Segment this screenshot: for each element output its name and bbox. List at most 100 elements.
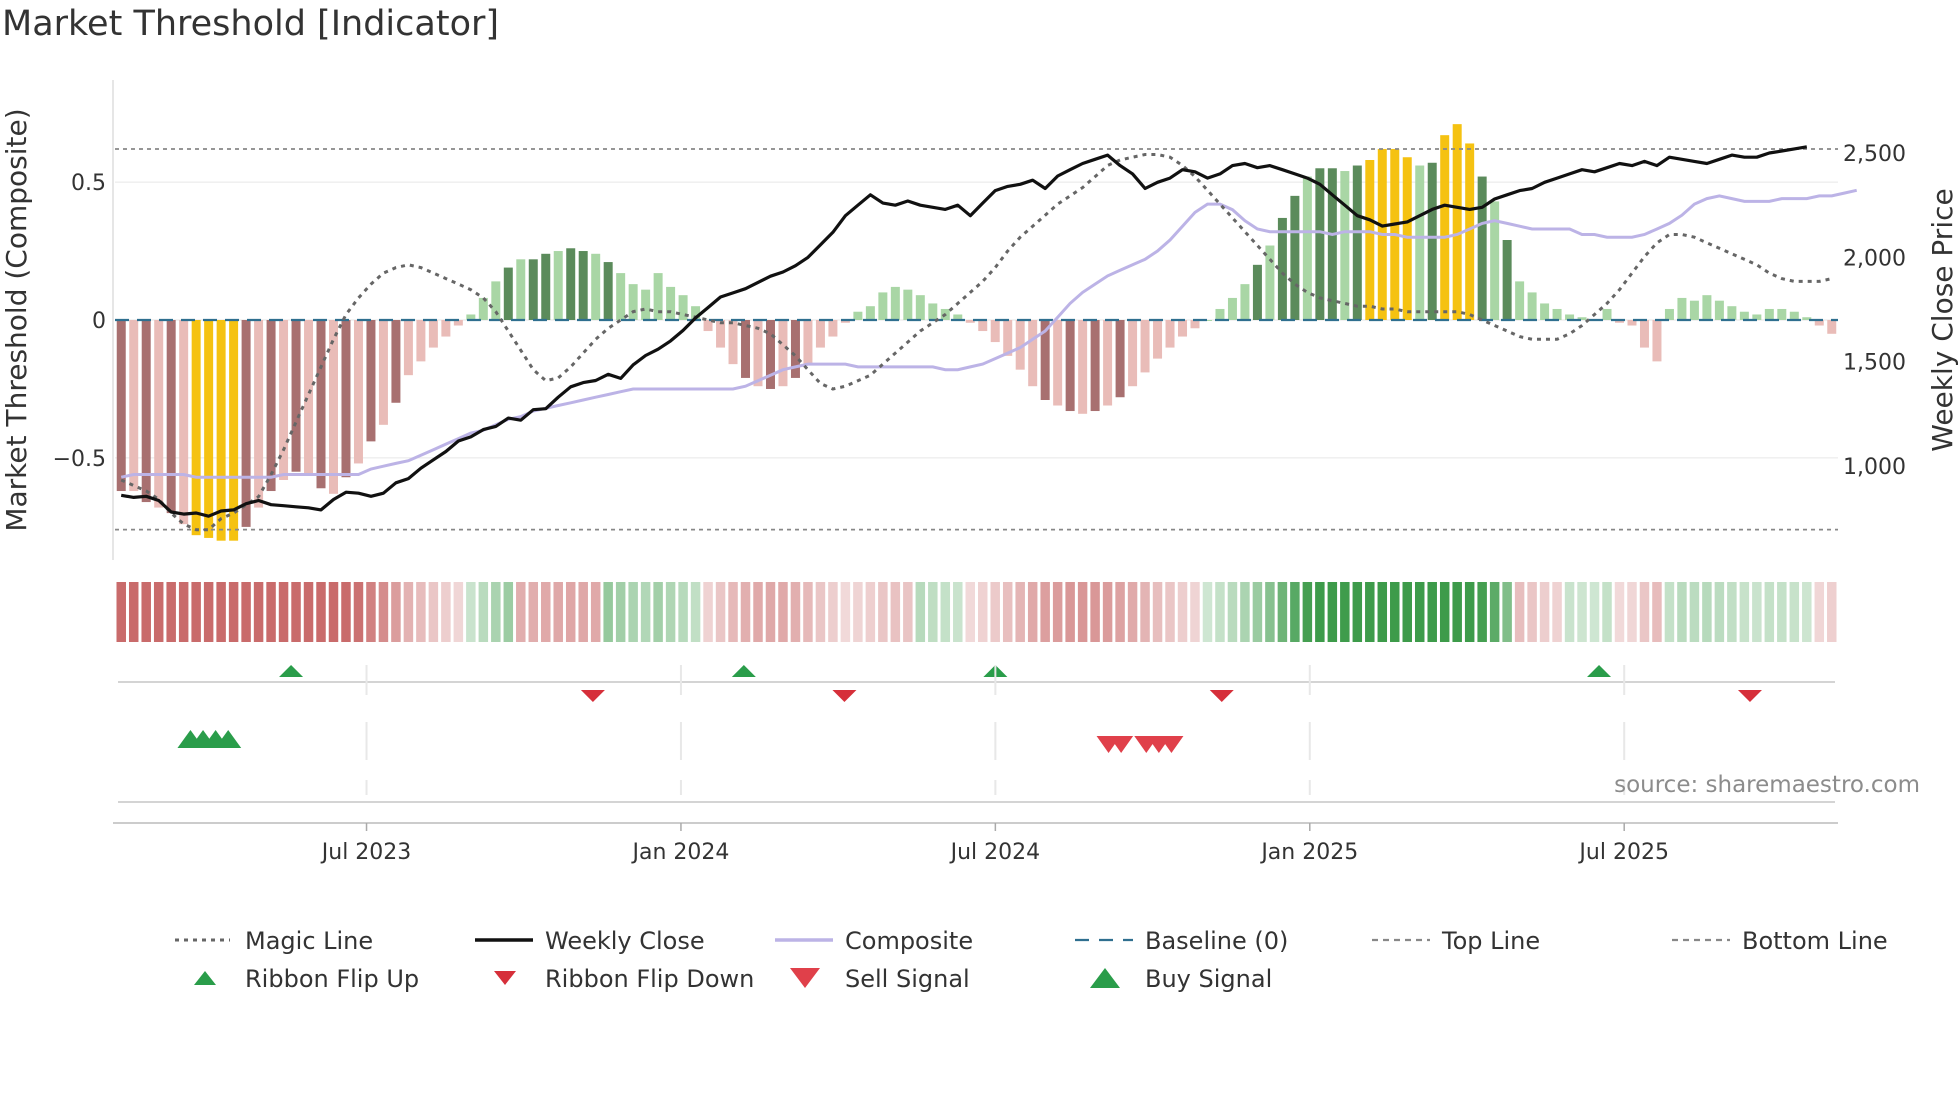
- composite-bar: [491, 281, 501, 320]
- ribbon-cell: [1015, 582, 1025, 642]
- composite-bar: [1277, 217, 1287, 320]
- ribbon-cell: [141, 582, 151, 642]
- ribbon-cell: [1664, 582, 1675, 642]
- ribbon-cell: [1290, 582, 1300, 642]
- composite-bar: [254, 320, 264, 508]
- ribbon-cell: [1527, 582, 1537, 642]
- composite-bar: [1427, 162, 1437, 320]
- composite-bar: [1178, 320, 1188, 337]
- ribbon-cell: [790, 582, 801, 642]
- ribbon-cell: [1677, 582, 1687, 642]
- ribbon-cell: [1477, 582, 1487, 642]
- legend-label: Buy Signal: [1145, 965, 1272, 993]
- composite-bar: [1540, 303, 1550, 320]
- composite-bar: [453, 320, 463, 326]
- ribbon-cell: [441, 582, 451, 642]
- composite-bar: [366, 320, 376, 442]
- ribbon-cell: [1040, 582, 1050, 642]
- ribbon-flip-up-marker: [279, 665, 304, 677]
- ribbon-cell: [977, 582, 988, 642]
- legend-swatch: [790, 968, 820, 988]
- source-label: source: sharemaestro.com: [1614, 772, 1920, 798]
- ribbon-cell: [428, 582, 439, 642]
- ribbon-cell: [1027, 582, 1038, 642]
- ribbon-cell: [1777, 582, 1787, 642]
- ribbon-cell: [466, 582, 476, 642]
- composite-bar: [1352, 165, 1362, 320]
- ribbon-cell: [1752, 582, 1762, 642]
- ribbon-cell: [1439, 582, 1450, 642]
- ribbon-cell: [1564, 582, 1575, 642]
- ribbon-cell: [1252, 582, 1263, 642]
- composite-bar: [391, 320, 401, 403]
- composite-bar: [441, 320, 451, 337]
- ribbon-cell: [753, 582, 763, 642]
- composite-bar: [1565, 314, 1575, 320]
- composite-bar: [1115, 320, 1125, 398]
- composite-bar: [1814, 320, 1824, 326]
- composite-bar: [1227, 297, 1237, 320]
- composite-bar: [341, 320, 351, 478]
- legend-label: Top Line: [1441, 927, 1540, 955]
- composite-bar: [141, 320, 151, 503]
- composite-bar: [1265, 245, 1275, 320]
- ribbon-cell: [453, 582, 464, 642]
- composite-bar: [1015, 320, 1025, 370]
- composite-bar: [591, 253, 601, 320]
- composite-bar: [1028, 320, 1038, 387]
- ribbon-cell: [1090, 582, 1100, 642]
- ribbon-cell: [266, 582, 276, 642]
- composite-bar: [353, 320, 363, 464]
- ribbon-cell: [815, 582, 826, 642]
- composite-bar: [516, 259, 526, 320]
- ribbon-cell: [391, 582, 401, 642]
- composite-bar: [653, 273, 663, 320]
- composite-bar: [1577, 317, 1587, 320]
- ribbon-cell: [278, 582, 289, 642]
- composite-bar: [1552, 308, 1562, 320]
- y-right-tick-label: 2,500: [1843, 142, 1906, 167]
- ribbon-cell: [1739, 582, 1750, 642]
- ribbon-cell: [1365, 582, 1375, 642]
- ribbon-cell: [965, 582, 976, 642]
- y-axis-ticks: 0.5 0 −0.5 2,500 2,000 1,500 1,000: [53, 142, 1906, 480]
- composite-bar: [1615, 320, 1624, 323]
- ribbon-cell: [715, 582, 726, 642]
- composite-bar: [865, 306, 875, 320]
- composite-bar: [1190, 320, 1200, 329]
- composite-bar: [1502, 240, 1512, 320]
- legend-swatch: [494, 971, 516, 985]
- ribbon-cell: [1002, 582, 1013, 642]
- weekly-close-line: [120, 145, 1808, 518]
- ribbon-cell: [1814, 582, 1825, 642]
- ribbon-cell: [1352, 582, 1363, 642]
- composite-bar: [553, 251, 563, 320]
- composite-bar: [1365, 160, 1375, 320]
- composite-bar: [815, 320, 825, 348]
- ribbon-cell: [1052, 582, 1063, 642]
- ribbon-cell: [353, 582, 364, 642]
- legend-label: Composite: [845, 927, 973, 955]
- ribbon-cell: [153, 582, 164, 642]
- legend: Magic Line Weekly Close Composite Baseline …: [175, 927, 1888, 993]
- composite-bar: [903, 289, 913, 320]
- ribbon-cell: [228, 582, 239, 642]
- ribbon-cell: [1539, 582, 1550, 642]
- composite-bar: [1053, 320, 1063, 406]
- ribbon-cell: [1340, 582, 1350, 642]
- composite-bar: [828, 320, 838, 337]
- y-right-tick-label: 1,500: [1843, 351, 1906, 376]
- composite-bars: [116, 124, 1837, 541]
- ribbon-cell: [491, 582, 501, 642]
- x-tick-label: Jan 2024: [630, 840, 729, 865]
- ribbon-cell: [1152, 582, 1163, 642]
- composite-bar: [1689, 300, 1699, 320]
- composite-bar: [641, 289, 651, 320]
- composite-line: [120, 188, 1858, 479]
- ribbon-cell: [1639, 582, 1650, 642]
- ribbon-cell: [578, 582, 588, 642]
- ribbon-cell: [1165, 582, 1175, 642]
- composite-bar: [790, 320, 800, 378]
- legend-label: Ribbon Flip Up: [245, 965, 419, 993]
- legend-swatch: [1090, 968, 1120, 988]
